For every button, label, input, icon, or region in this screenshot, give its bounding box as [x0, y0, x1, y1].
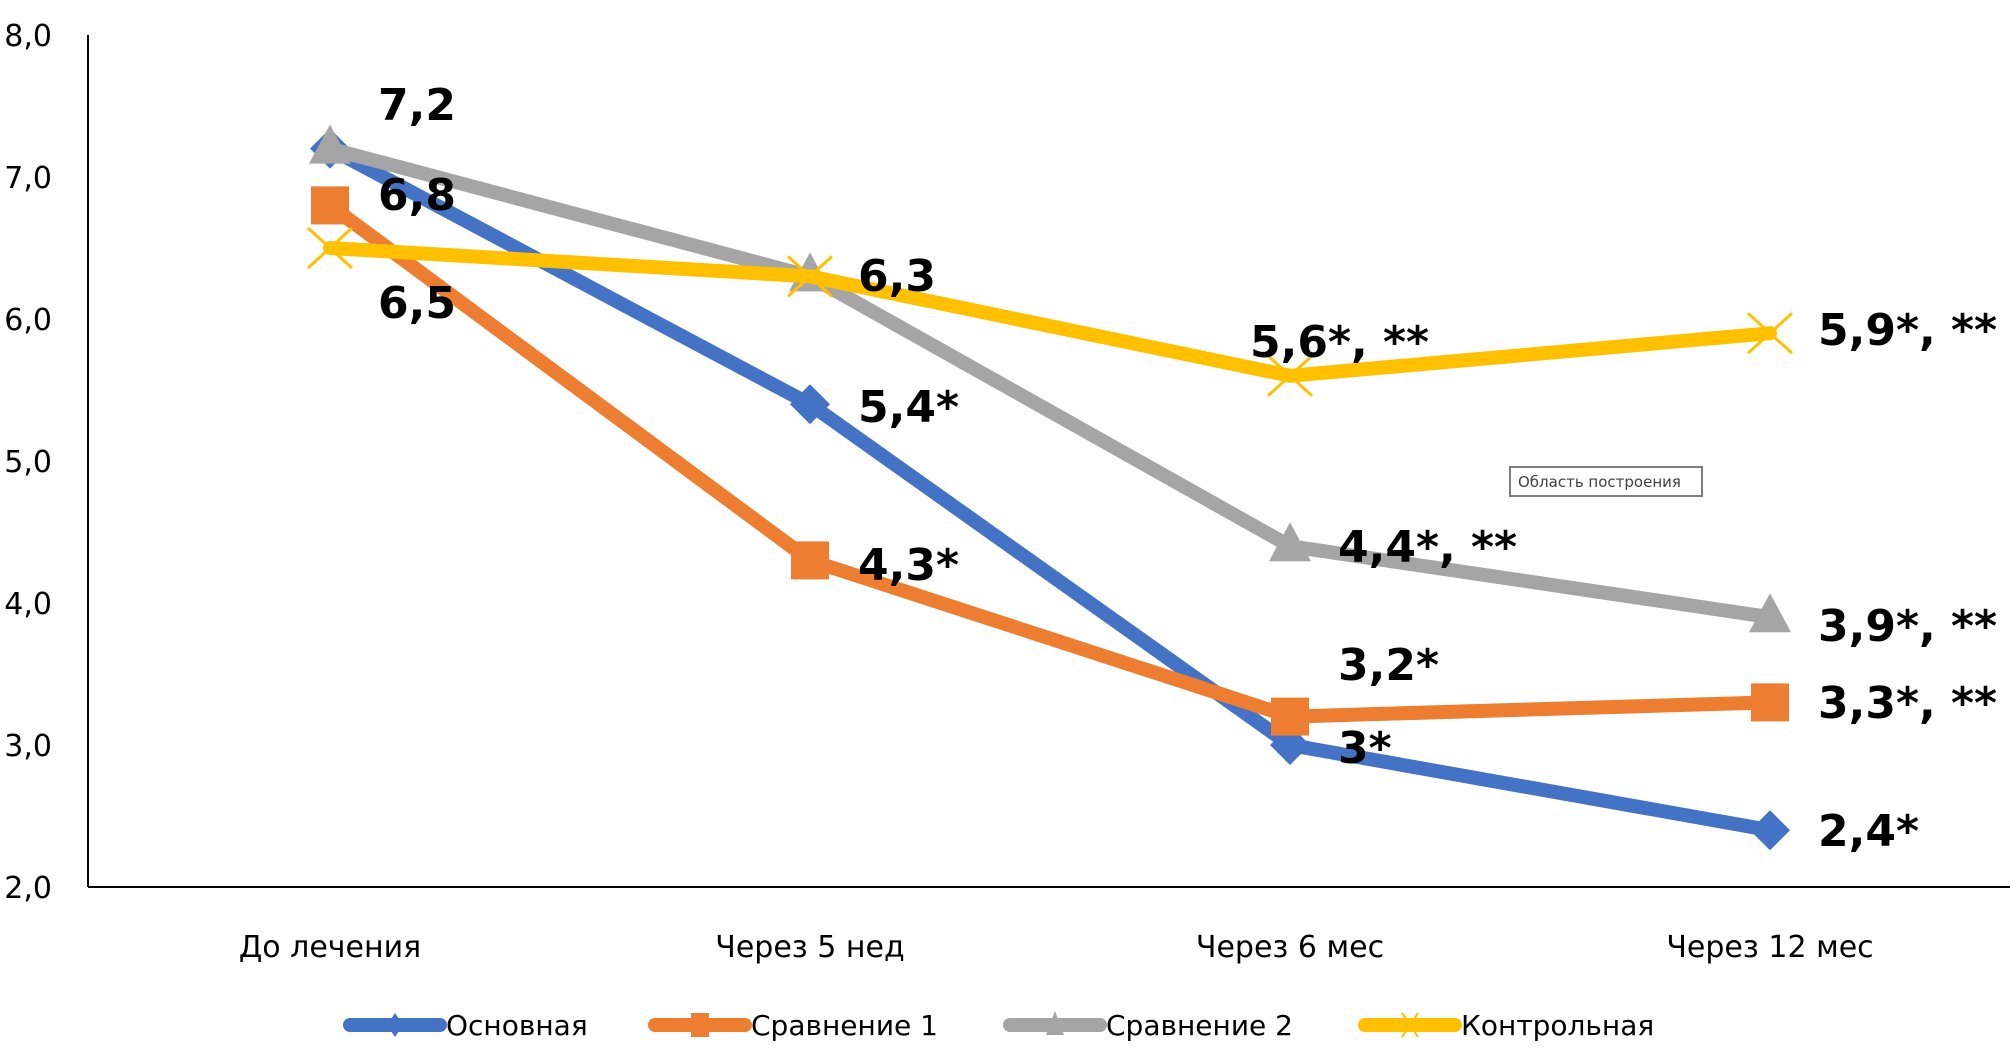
y-tick-label: 6,0 — [4, 303, 52, 338]
data-label-kontrolnaya: 5,6*, ** — [1250, 317, 1429, 368]
series-kontrolnaya-marker — [1266, 354, 1314, 397]
x-tick-label: Через 6 мес — [1196, 930, 1384, 965]
data-label-osnovnaya: 7,2 — [378, 80, 456, 131]
series-sravnenie-1 — [311, 186, 1789, 736]
data-label-sravnenie-1: 4,3* — [858, 540, 959, 591]
legend: Основная Сравнение 1 Сравнение 2 Контрольна… — [343, 1009, 1654, 1042]
data-label-sravnenie-1: 3,2* — [1338, 640, 1439, 691]
data-label-osnovnaya: 2,4* — [1818, 806, 1919, 857]
y-tick-label: 7,0 — [4, 161, 52, 196]
series-layer — [306, 124, 1794, 851]
series-kontrolnaya-marker — [306, 226, 354, 270]
series-kontrolnaya — [306, 226, 1794, 397]
series-line-sravnenie-2 — [323, 141, 1777, 625]
series-line-sravnenie-1 — [323, 198, 1777, 724]
y-tick-label: 3,0 — [4, 729, 52, 764]
x-tick-label: Через 5 нед — [715, 930, 904, 965]
data-label-sravnenie-2: 4,4*, ** — [1338, 522, 1517, 573]
series-line-kontrolnaya — [323, 241, 1777, 383]
series-sravnenie-2-marker — [1749, 593, 1791, 633]
legend-label: Основная — [446, 1009, 588, 1042]
legend-item-sravnenie-2: Сравнение 2 — [1003, 1009, 1293, 1042]
legend-label: Контрольная — [1461, 1009, 1654, 1042]
y-tick-label: 4,0 — [4, 587, 52, 622]
series-osnovnaya-marker — [1750, 810, 1790, 851]
y-tick-label: 2,0 — [4, 871, 52, 906]
y-tick-label: 8,0 — [4, 19, 52, 54]
x-tick-label: Через 12 мес — [1666, 930, 1873, 965]
series-osnovnaya-marker — [790, 384, 830, 425]
series-sravnenie-2 — [309, 124, 1791, 633]
series-sravnenie-1-marker — [311, 186, 349, 225]
data-label-kontrolnaya: 5,9*, ** — [1818, 305, 1997, 356]
data-label-sravnenie-1: 3,3*, ** — [1818, 678, 1997, 729]
data-label-sravnenie-2: 3,9*, ** — [1818, 601, 1997, 652]
legend-marker-icon — [387, 1013, 403, 1037]
series-sravnenie-2-marker — [309, 124, 351, 164]
x-tick-label: До лечения — [239, 930, 421, 965]
tooltip-text: Область построения — [1518, 473, 1681, 491]
legend-marker-icon — [1401, 1012, 1419, 1038]
data-label-osnovnaya: 3* — [1338, 723, 1392, 774]
legend-item-sravnenie-1: Сравнение 1 — [648, 1009, 938, 1042]
series-kontrolnaya-marker — [1746, 312, 1794, 355]
series-sravnenie-2-marker — [1269, 522, 1311, 562]
series-sravnenie-1-marker — [791, 541, 829, 580]
legend-label: Сравнение 2 — [1106, 1009, 1293, 1042]
legend-marker-icon — [691, 1013, 709, 1037]
tooltip-box — [1509, 466, 1703, 497]
axes: 2,0 3,0 4,0 5,0 6,0 7,0 8,0 До лечения Через 5 н… — [4, 19, 2010, 965]
data-label-sravnenie-1: 6,8 — [378, 170, 456, 221]
plot-area-tooltip: Область построения — [1509, 466, 1703, 497]
data-label-kontrolnaya: 6,5 — [378, 278, 456, 329]
series-kontrolnaya-marker — [786, 255, 834, 298]
series-osnovnaya — [310, 128, 1790, 851]
data-label-kontrolnaya: 6,3 — [858, 251, 936, 302]
data-labels-layer: 7,2 5,4* 3* 2,4* 6,8 4,3* 3,2* 3,3*, ** 4,4*, **… — [378, 80, 1997, 857]
legend-item-kontrolnaya: Контрольная — [1358, 1009, 1654, 1042]
series-sravnenie-1-marker — [1751, 683, 1789, 722]
legend-item-osnovnaya: Основная — [343, 1009, 588, 1042]
series-sravnenie-1-marker — [1271, 697, 1309, 736]
legend-marker-icon — [1046, 1011, 1064, 1035]
data-label-osnovnaya: 5,4* — [858, 382, 959, 433]
series-line-osnovnaya — [323, 141, 1777, 838]
y-tick-label: 5,0 — [4, 445, 52, 480]
legend-label: Сравнение 1 — [751, 1009, 938, 1042]
